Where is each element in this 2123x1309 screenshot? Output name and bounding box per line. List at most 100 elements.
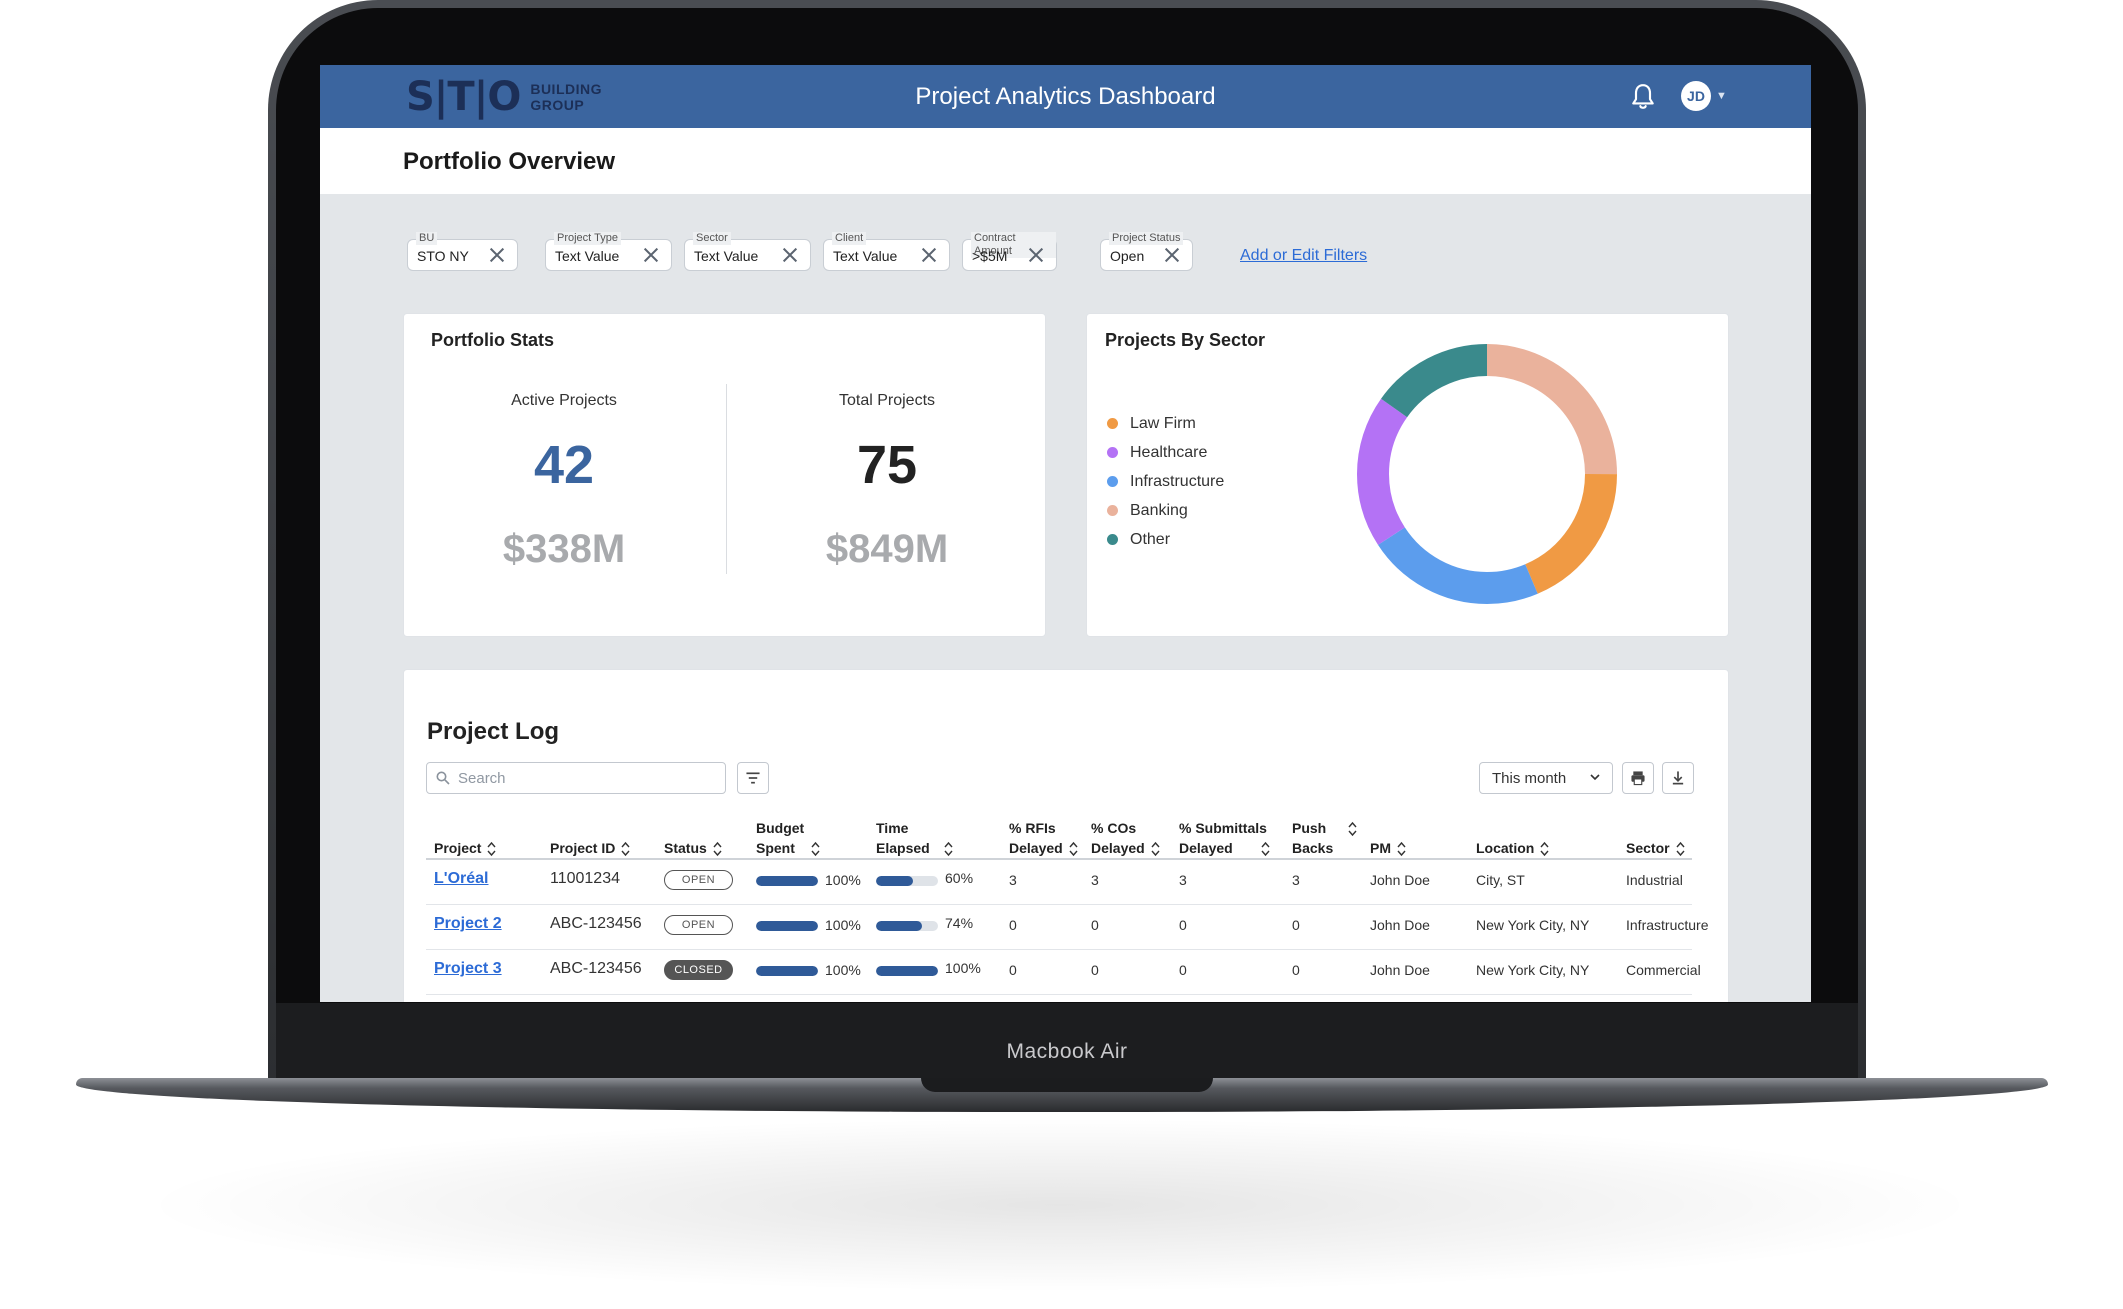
logo-mark: S|T|O [406,74,521,120]
stat-label: Total Projects [838,392,936,409]
project-link[interactable]: Project 2 [434,915,502,932]
project-log-title: Project Log [427,718,560,745]
column-header-label: Push [1292,820,1327,836]
column-header-label: Budget [756,820,805,836]
column-header-label: Project [434,840,482,856]
column-header-rfis-delayed[interactable]: % RFIs Delayed [1009,818,1078,858]
sort-icon [944,842,953,857]
time-percent: 60% [945,870,974,886]
sort-icon [621,842,630,857]
cos-cell: 0 [1091,962,1099,978]
column-header-label: Elapsed [876,840,930,856]
donut-slice-infrastructure[interactable] [1357,344,1617,604]
column-header-label: Project ID [550,840,616,856]
sector-cell: Industrial [1626,872,1683,888]
chevron-down-icon[interactable]: ▼ [1716,90,1727,102]
column-header-project[interactable]: Project [434,838,496,858]
submittals-cell: 3 [1179,872,1187,888]
stat-amount: $849M [825,527,949,571]
budget-progress-bar [756,966,818,976]
legend-label: Healthcare [1130,443,1208,461]
sort-icon [1151,842,1160,857]
location-cell: City, ST [1476,872,1525,888]
filter-chip-value: >$5M [972,248,1008,264]
column-header-label: Location [1476,840,1535,856]
bell-icon[interactable] [1630,83,1656,111]
download-button[interactable] [1662,762,1694,794]
time-progress-bar [876,921,938,931]
legend-item-other[interactable]: Other [1107,525,1224,554]
print-button[interactable] [1622,762,1654,794]
filter-chip-client[interactable]: Client Text Value [823,232,950,271]
column-header-push-backs[interactable]: Push Backs [1292,818,1357,858]
column-header-time-elapsed[interactable]: Time Elapsed [876,818,953,858]
status-badge: OPEN [664,915,733,935]
company-logo[interactable]: S|T|O BUILDING GROUP [406,74,602,120]
search-input[interactable]: Search [426,762,726,794]
legend-item-infrastructure[interactable]: Infrastructure [1107,467,1224,496]
column-header-label: Delayed [1091,840,1145,856]
close-icon[interactable] [487,245,507,265]
budget-progress-bar [756,921,818,931]
laptop-shadow [160,1120,1960,1290]
time-progress-bar [876,966,938,976]
project-log-card: Project Log Search This month [403,669,1729,1002]
period-select[interactable]: This month [1479,762,1613,794]
filter-chip-label: BU [416,232,438,245]
app-screen: S|T|O BUILDING GROUP Project Analytics D… [320,65,1811,1002]
portfolio-stats-card: Portfolio Stats Active Projects 42 $338M… [403,313,1046,637]
donut-slice-healthcare[interactable] [1357,344,1617,604]
donut-slice-other[interactable] [1357,344,1617,604]
column-header-pm[interactable]: PM [1370,838,1406,858]
column-header-submittals-delayed[interactable]: % Submittals Delayed [1179,818,1270,858]
sector-donut-chart [1357,344,1617,604]
column-header-budget-spent[interactable]: Budget Spent [756,818,820,858]
column-header-project-id[interactable]: Project ID [550,838,630,858]
cos-cell: 3 [1091,872,1099,888]
push-backs-cell: 0 [1292,917,1300,933]
column-header-label: % RFIs [1009,820,1056,836]
column-header-cos-delayed[interactable]: % COs Delayed [1091,818,1160,858]
project-link[interactable]: L'Oréal [434,870,489,887]
legend-dot [1107,447,1118,458]
search-icon [436,771,450,785]
time-progress-fill [876,921,922,931]
legend-item-banking[interactable]: Banking [1107,496,1224,525]
rfis-cell: 0 [1009,962,1017,978]
page-title: Portfolio Overview [403,148,616,175]
close-icon[interactable] [1162,245,1182,265]
stat-label: Active Projects [511,392,617,409]
filter-button[interactable] [737,762,769,794]
legend-label: Other [1130,530,1171,548]
add-edit-filters-link[interactable]: Add or Edit Filters [1240,247,1368,264]
legend-label: Banking [1130,501,1188,519]
status-badge: CLOSED [664,960,733,980]
close-icon[interactable] [641,245,661,265]
budget-progress-fill [756,876,818,886]
filter-chip-contract-amount[interactable]: Contract Amount >$5M [962,232,1057,271]
column-header-sector[interactable]: Sector [1626,838,1685,858]
close-icon[interactable] [919,245,939,265]
column-header-status[interactable]: Status [664,838,722,858]
filter-chip-project-type[interactable]: Project Type Text Value [545,232,672,271]
close-icon[interactable] [1026,245,1046,265]
filter-chip-bu[interactable]: BU STO NY [407,232,518,271]
project-id-cell: 11001234 [550,870,620,887]
project-id-cell: ABC-123456 [550,915,642,932]
close-icon[interactable] [780,245,800,265]
push-backs-cell: 0 [1292,962,1300,978]
filter-chip-value: Text Value [555,248,620,264]
filter-icon [746,772,760,784]
legend-item-law-firm[interactable]: Law Firm [1107,409,1224,438]
sort-icon [1069,842,1078,857]
sector-cell: Commercial [1626,962,1701,978]
project-link[interactable]: Project 3 [434,960,502,977]
legend-item-healthcare[interactable]: Healthcare [1107,438,1224,467]
column-header-location[interactable]: Location [1476,838,1549,858]
submittals-cell: 0 [1179,917,1187,933]
user-avatar[interactable]: JD [1681,81,1711,111]
column-header-label: Time [876,820,909,836]
column-header-label: PM [1370,840,1391,856]
filter-chip-project-status[interactable]: Project Status Open [1100,232,1193,271]
filter-chip-sector[interactable]: Sector Text Value [684,232,811,271]
